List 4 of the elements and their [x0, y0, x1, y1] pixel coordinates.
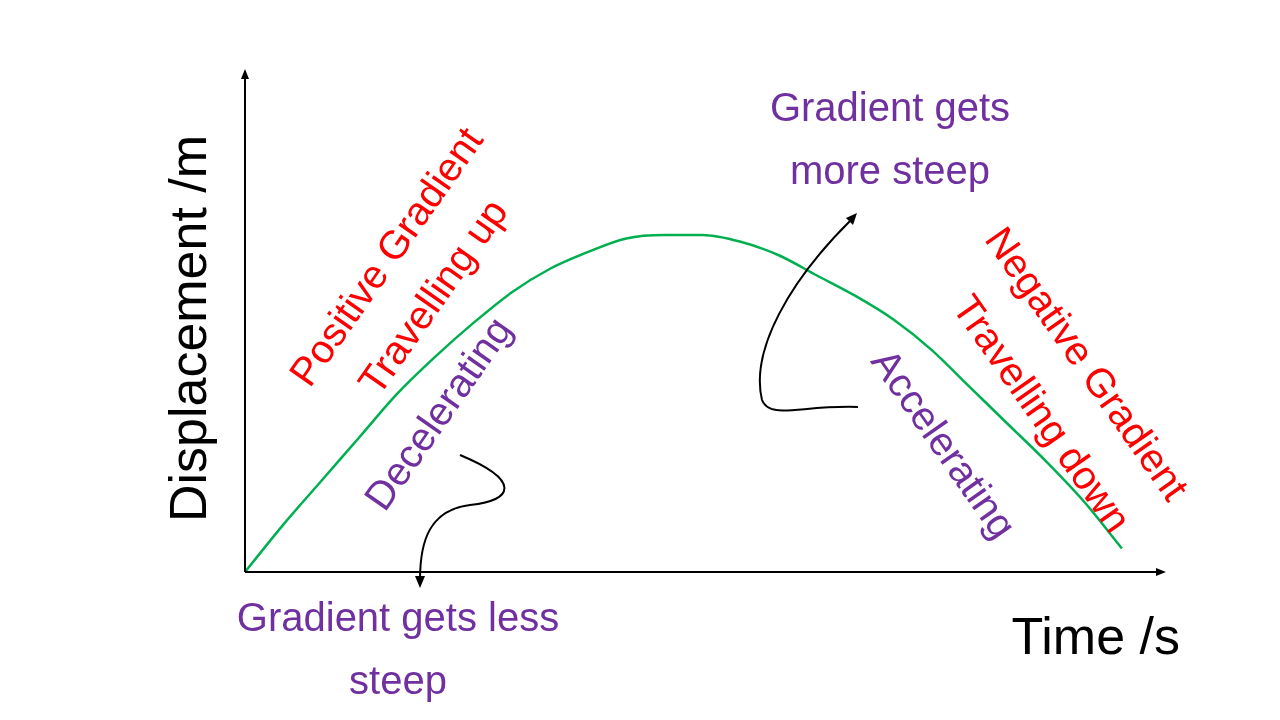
text: Gradient gets less steep [236, 595, 560, 703]
x-axis-title: Time /s [1011, 607, 1180, 666]
y-axis-title: Displacement /m [159, 134, 218, 523]
text: Gradient gets more steep [769, 85, 1011, 193]
